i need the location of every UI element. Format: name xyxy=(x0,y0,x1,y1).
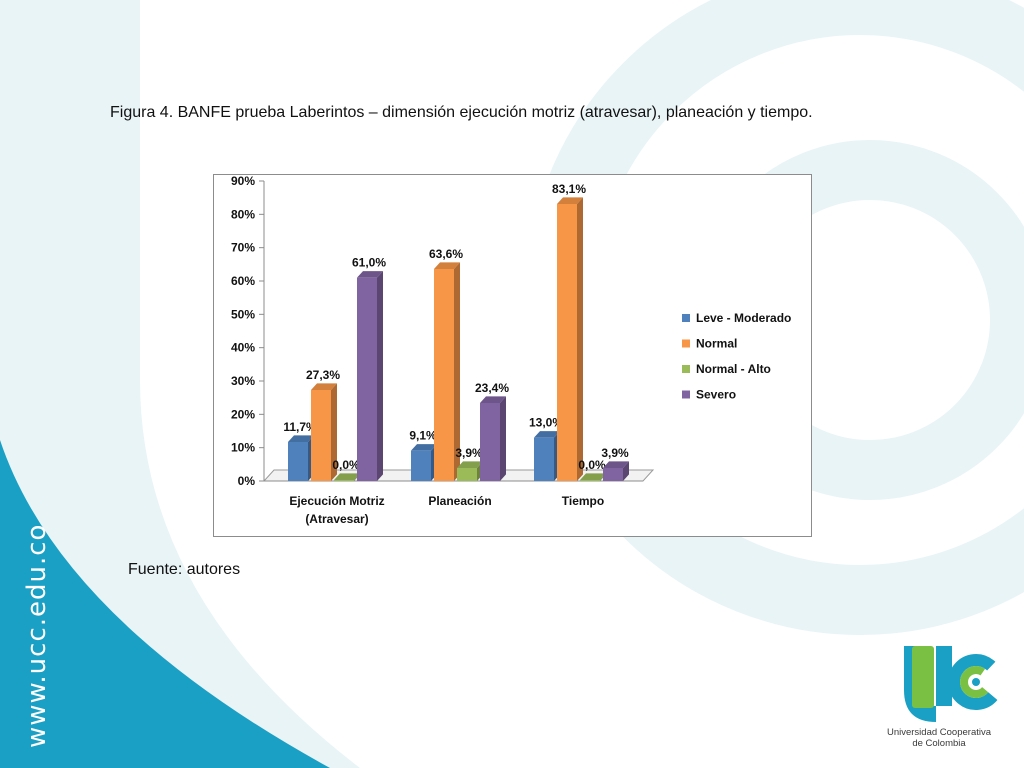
bar-side xyxy=(331,383,337,481)
bar-side xyxy=(500,396,506,481)
bar xyxy=(580,480,600,481)
y-tick-label: 10% xyxy=(231,441,255,455)
bar-top xyxy=(603,461,629,468)
data-label: 23,4% xyxy=(475,381,509,395)
data-label: 0,0% xyxy=(332,458,360,472)
bar-top xyxy=(457,461,483,468)
ucc-logo-text: Universidad Cooperativa de Colombia xyxy=(884,727,994,749)
data-label: 0,0% xyxy=(578,458,606,472)
legend-swatch xyxy=(682,339,690,348)
logo-u-right xyxy=(936,646,952,706)
bar-top xyxy=(334,473,360,480)
bar xyxy=(357,277,377,481)
x-tick-label: Planeación xyxy=(428,494,491,508)
ucc-logo-icon xyxy=(904,646,1004,722)
bar xyxy=(480,403,500,481)
logo-c-inner xyxy=(960,666,992,698)
logo-u-green xyxy=(912,646,934,708)
data-label: 3,9% xyxy=(601,446,629,460)
bar xyxy=(457,468,477,481)
legend-label: Leve - Moderado xyxy=(696,311,791,325)
watermark-band-left xyxy=(0,0,360,768)
data-label: 61,0% xyxy=(352,256,386,270)
legend-swatch xyxy=(682,314,690,322)
bar-side xyxy=(377,271,383,481)
source-note: Fuente: autores xyxy=(128,561,241,578)
logo-c-dot xyxy=(972,678,980,686)
y-tick-label: 80% xyxy=(231,207,255,221)
y-tick-label: 30% xyxy=(231,374,255,388)
data-label: 83,1% xyxy=(552,182,586,196)
bar-top xyxy=(557,197,583,204)
teal-corner-wave xyxy=(0,440,330,768)
legend-label: Severo xyxy=(696,388,736,402)
y-tick-label: 60% xyxy=(231,274,255,288)
bar-side xyxy=(454,262,460,481)
legend-swatch xyxy=(682,390,690,399)
x-tick-label: Tiempo xyxy=(562,494,604,508)
bar-top xyxy=(434,262,460,269)
bar xyxy=(534,437,554,481)
bar-side xyxy=(577,197,583,481)
bar-top xyxy=(534,431,560,438)
bar-top xyxy=(480,396,506,403)
side-url-text: www.ucc.edu.co xyxy=(22,523,52,748)
bar-side xyxy=(623,461,629,481)
data-label: 9,1% xyxy=(409,429,437,443)
data-label: 63,6% xyxy=(429,247,463,261)
bar xyxy=(334,480,354,481)
chart-area: 0% 10% 20% 30% 40% 50% 60% 70% 80% 90% 11,7% 27,3% 0… xyxy=(213,174,812,537)
legend-label: Normal xyxy=(696,337,737,351)
bar-top xyxy=(357,271,383,278)
y-tick-label: 0% xyxy=(238,474,256,488)
bar-top xyxy=(311,383,337,390)
data-label: 11,7% xyxy=(283,420,317,434)
y-tick-label: 40% xyxy=(231,341,255,355)
logo-line-2: de Colombia xyxy=(912,738,966,749)
bar-chart: 0% 10% 20% 30% 40% 50% 60% 70% 80% 90% 11,7% 27,3% 0… xyxy=(231,175,791,526)
data-label: 13,0% xyxy=(529,416,563,430)
legend-swatch xyxy=(682,365,690,373)
figure-caption: Figura 4. BANFE prueba Laberintos – dime… xyxy=(110,104,813,121)
bar xyxy=(288,442,308,481)
bar-top xyxy=(411,444,437,451)
bar xyxy=(603,468,623,481)
bar xyxy=(434,269,454,481)
bar-top xyxy=(580,473,606,480)
legend-label: Normal - Alto xyxy=(696,362,771,376)
data-label: 3,9% xyxy=(455,446,483,460)
logo-line-1: Universidad Cooperativa xyxy=(886,727,992,738)
bar xyxy=(557,204,577,481)
x-tick-label: Ejecución Motriz xyxy=(289,494,384,508)
bar xyxy=(311,390,331,481)
y-tick-label: 90% xyxy=(231,175,255,188)
bar xyxy=(411,450,431,481)
y-tick-label: 50% xyxy=(231,307,255,321)
bar-top xyxy=(288,435,314,442)
y-tick-label: 70% xyxy=(231,241,255,255)
x-tick-label: (Atravesar) xyxy=(305,512,368,526)
logo-c-outer xyxy=(948,654,1004,710)
data-label: 27,3% xyxy=(306,368,340,382)
y-tick-label: 20% xyxy=(231,407,255,421)
